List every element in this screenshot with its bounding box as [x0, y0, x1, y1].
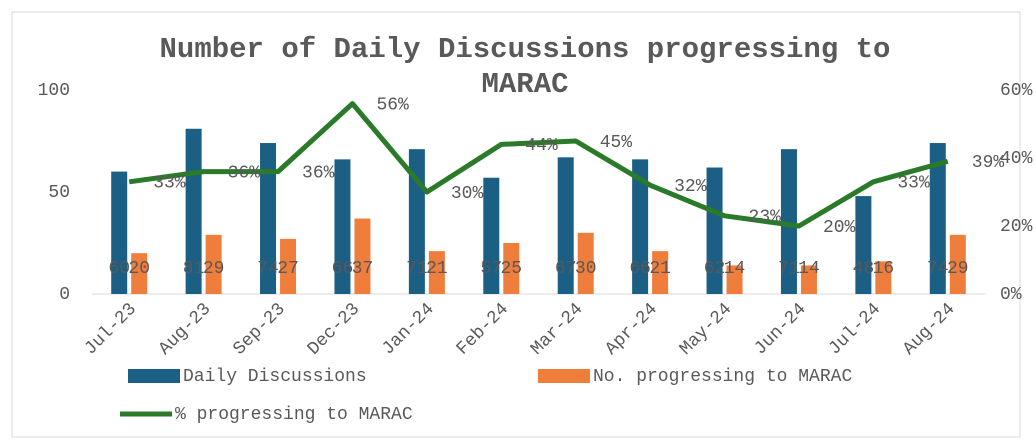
bar — [503, 243, 520, 294]
bar — [706, 167, 723, 294]
y-tick-label: 100 — [38, 81, 70, 101]
y-tick-label: 0 — [59, 285, 70, 305]
legend-swatch — [538, 369, 590, 383]
bar — [334, 159, 351, 294]
bar — [855, 196, 872, 294]
bar-value-label: 74 — [257, 259, 279, 279]
legend-swatch — [128, 369, 180, 383]
line-value-label: 30% — [451, 184, 484, 204]
bar-value-label: 29 — [947, 259, 969, 279]
bar-value-label: 67 — [555, 259, 577, 279]
bar-value-label: 71 — [778, 259, 800, 279]
y2-tick-label: 0% — [1000, 285, 1022, 305]
bar — [260, 143, 277, 294]
legend-label: Daily Discussions — [183, 367, 367, 387]
bar-value-label: 30 — [575, 259, 597, 279]
bar-value-label: 14 — [724, 259, 746, 279]
line-value-label: 56% — [376, 95, 409, 115]
legend-label: % progressing to MARAC — [175, 405, 413, 425]
bar-value-label: 21 — [649, 259, 671, 279]
line-value-label: 45% — [600, 133, 633, 153]
bar — [577, 232, 594, 294]
bar-value-label: 66 — [332, 259, 354, 279]
bar — [557, 157, 574, 294]
bar — [280, 238, 297, 294]
chart-border — [11, 11, 1021, 438]
bar-value-label: 48 — [853, 259, 875, 279]
legend-label: No. progressing to MARAC — [593, 367, 852, 387]
line-value-label: 33% — [153, 174, 186, 194]
bar — [780, 149, 797, 294]
bar — [949, 234, 966, 294]
bar-value-label: 60 — [108, 259, 130, 279]
bar-value-label: 25 — [500, 259, 522, 279]
bar-value-label: 21 — [426, 259, 448, 279]
bar-value-label: 16 — [873, 259, 895, 279]
bar-value-label: 29 — [203, 259, 225, 279]
bar-value-label: 27 — [277, 259, 299, 279]
bar-value-label: 20 — [128, 259, 150, 279]
bar-value-label: 74 — [927, 259, 949, 279]
chart-title: Number of Daily Discussions progressing … — [159, 33, 891, 101]
bar-value-label: 62 — [704, 259, 726, 279]
bar — [652, 251, 669, 294]
y2-tick-label: 40% — [1000, 149, 1033, 169]
y-tick-label: 50 — [48, 183, 70, 203]
bar-value-label: 66 — [629, 259, 651, 279]
y2-tick-label: 60% — [1000, 81, 1033, 101]
bar-value-label: 37 — [352, 259, 374, 279]
line-value-label: 23% — [749, 208, 782, 228]
line-value-label: 36% — [228, 163, 261, 183]
bar — [800, 265, 817, 294]
bar — [632, 159, 649, 294]
bar — [483, 177, 500, 294]
bar — [875, 261, 892, 294]
line-value-label: 20% — [823, 218, 856, 238]
bar-value-label: 14 — [798, 259, 820, 279]
bar — [929, 143, 946, 294]
line-value-label: 32% — [674, 177, 707, 197]
bar — [205, 234, 222, 294]
bar — [354, 218, 371, 294]
line-value-label: 33% — [897, 174, 930, 194]
bar — [428, 251, 445, 294]
line-value-label: 39% — [972, 153, 1005, 173]
bar-value-label: 81 — [183, 259, 205, 279]
y2-tick-label: 20% — [1000, 217, 1033, 237]
line-value-label: 44% — [525, 136, 558, 156]
bar — [131, 253, 148, 294]
line-value-label: 36% — [302, 163, 335, 183]
bar — [111, 171, 128, 294]
bar — [726, 265, 743, 294]
bar-value-label: 57 — [480, 259, 502, 279]
bar-value-label: 71 — [406, 259, 428, 279]
line — [128, 101, 949, 229]
